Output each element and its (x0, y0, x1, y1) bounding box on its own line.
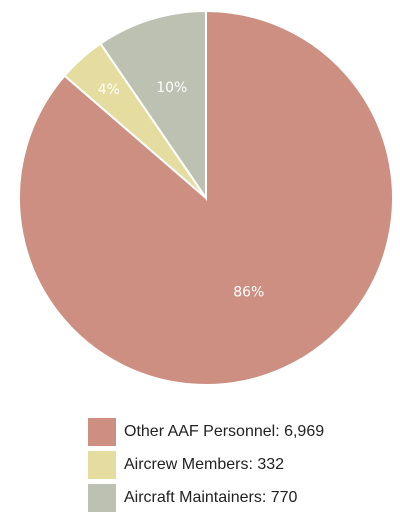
legend-label: Aircraft Maintainers: 770 (124, 488, 298, 506)
legend-item-aircraft-maintainers: Aircraft Maintainers: 770 (88, 481, 324, 514)
legend-label: Other AAF Personnel: 6,969 (124, 422, 325, 440)
slice-percent-label: 10% (156, 80, 187, 96)
legend-item-other-aaf-personnel: Other AAF Personnel: 6,969 (88, 415, 324, 448)
legend-swatch (88, 450, 116, 479)
slice-percent-label: 86% (233, 285, 264, 301)
slice-percent-label: 4% (98, 82, 120, 98)
legend: Other AAF Personnel: 6,969 Aircrew Membe… (88, 415, 324, 514)
legend-swatch (88, 483, 116, 512)
pie-slice (99, 9, 207, 202)
legend-label: Aircrew Members: 332 (124, 455, 285, 473)
pie-chart: 86% 4% 10% (18, 9, 394, 386)
legend-swatch (88, 417, 116, 446)
legend-item-aircrew-members: Aircrew Members: 332 (88, 448, 324, 481)
